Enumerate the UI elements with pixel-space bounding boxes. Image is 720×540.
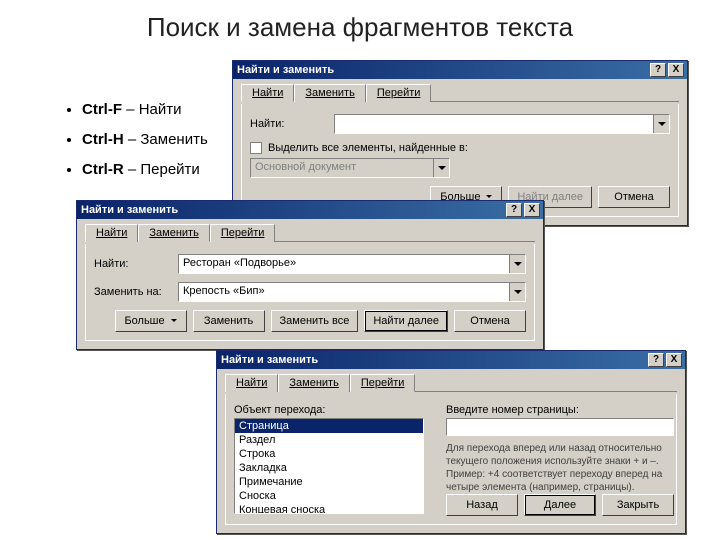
chevron-down-icon[interactable] xyxy=(509,255,525,273)
find-input[interactable] xyxy=(334,114,670,134)
page-number-label: Введите номер страницы: xyxy=(446,404,674,416)
tab-find[interactable]: Найти xyxy=(225,374,278,392)
tab-strip: Найти Заменить Перейти xyxy=(85,223,535,242)
titlebar[interactable]: Найти и заменить ? X xyxy=(217,351,685,369)
list-item[interactable]: Сноска xyxy=(235,489,423,503)
highlight-label: Выделить все элементы, найденные в: xyxy=(268,142,468,154)
list-item[interactable]: Концевая сноска xyxy=(235,503,423,514)
find-label: Найти: xyxy=(94,258,178,270)
scope-select: Основной документ xyxy=(250,158,450,178)
replace-input[interactable]: Крепость «Бип» xyxy=(178,282,526,302)
goto-object-list[interactable]: СтраницаРазделСтрокаЗакладкаПримечаниеСн… xyxy=(234,418,424,514)
next-button[interactable]: Далее xyxy=(524,494,596,516)
find-replace-dialog-goto: Найти и заменить ? X Найти Заменить Пере… xyxy=(216,350,686,534)
find-replace-dialog-replace: Найти и заменить ? X Найти Заменить Пере… xyxy=(76,200,544,350)
close-icon[interactable]: X xyxy=(666,353,682,367)
tab-replace[interactable]: Заменить xyxy=(278,374,349,392)
list-item[interactable]: Строка xyxy=(235,447,423,461)
dialog-title: Найти и заменить xyxy=(237,64,334,76)
chevron-down-icon[interactable] xyxy=(653,115,669,133)
dialog-title: Найти и заменить xyxy=(221,354,318,366)
help-icon[interactable]: ? xyxy=(650,63,666,77)
list-item[interactable]: Примечание xyxy=(235,475,423,489)
list-item[interactable]: Страница xyxy=(235,419,423,433)
tab-replace[interactable]: Заменить xyxy=(294,84,365,102)
more-button[interactable]: Больше xyxy=(115,310,187,332)
dialog-title: Найти и заменить xyxy=(81,204,178,216)
tab-strip: Найти Заменить Перейти xyxy=(241,83,679,102)
shortcut-item: Ctrl-F – Найти xyxy=(82,95,208,125)
find-label: Найти: xyxy=(250,118,334,130)
close-icon[interactable]: X xyxy=(668,63,684,77)
tab-goto[interactable]: Перейти xyxy=(350,374,416,392)
shortcut-list: Ctrl-F – Найти Ctrl-H – Заменить Ctrl-R … xyxy=(28,95,208,185)
shortcut-item: Ctrl-H – Заменить xyxy=(82,125,208,155)
close-button[interactable]: Закрыть xyxy=(602,494,674,516)
tab-strip: Найти Заменить Перейти xyxy=(225,373,677,392)
tab-replace[interactable]: Заменить xyxy=(138,224,209,242)
cancel-button[interactable]: Отмена xyxy=(598,186,670,208)
list-item[interactable]: Закладка xyxy=(235,461,423,475)
list-item[interactable]: Раздел xyxy=(235,433,423,447)
help-icon[interactable]: ? xyxy=(648,353,664,367)
find-next-button[interactable]: Найти далее xyxy=(364,310,448,332)
tab-goto[interactable]: Перейти xyxy=(366,84,432,102)
help-icon[interactable]: ? xyxy=(506,203,522,217)
replace-button[interactable]: Заменить xyxy=(193,310,265,332)
page-number-input[interactable] xyxy=(446,418,674,436)
object-label: Объект перехода: xyxy=(234,404,434,416)
titlebar[interactable]: Найти и заменить ? X xyxy=(77,201,543,219)
close-icon[interactable]: X xyxy=(524,203,540,217)
chevron-down-icon xyxy=(433,159,449,177)
replace-all-button[interactable]: Заменить все xyxy=(271,310,359,332)
goto-hint: Для перехода вперед или назад относитель… xyxy=(446,442,674,494)
slide-title: Поиск и замена фрагментов текста xyxy=(0,12,720,43)
find-input[interactable]: Ресторан «Подворье» xyxy=(178,254,526,274)
titlebar[interactable]: Найти и заменить ? X xyxy=(233,61,687,79)
tab-find[interactable]: Найти xyxy=(85,224,138,242)
chevron-down-icon[interactable] xyxy=(509,283,525,301)
tab-find[interactable]: Найти xyxy=(241,84,294,102)
replace-label: Заменить на: xyxy=(94,286,178,298)
back-button[interactable]: Назад xyxy=(446,494,518,516)
highlight-checkbox[interactable] xyxy=(250,142,262,154)
tab-goto[interactable]: Перейти xyxy=(210,224,276,242)
cancel-button[interactable]: Отмена xyxy=(454,310,526,332)
shortcut-item: Ctrl-R – Перейти xyxy=(82,155,208,185)
